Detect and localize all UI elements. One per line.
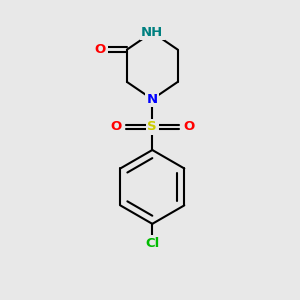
Text: N: N (147, 93, 158, 106)
Text: Cl: Cl (145, 237, 159, 250)
Text: NH: NH (141, 26, 164, 39)
Text: O: O (110, 120, 122, 134)
Text: O: O (183, 120, 194, 134)
Text: S: S (148, 120, 157, 134)
Text: O: O (95, 43, 106, 56)
